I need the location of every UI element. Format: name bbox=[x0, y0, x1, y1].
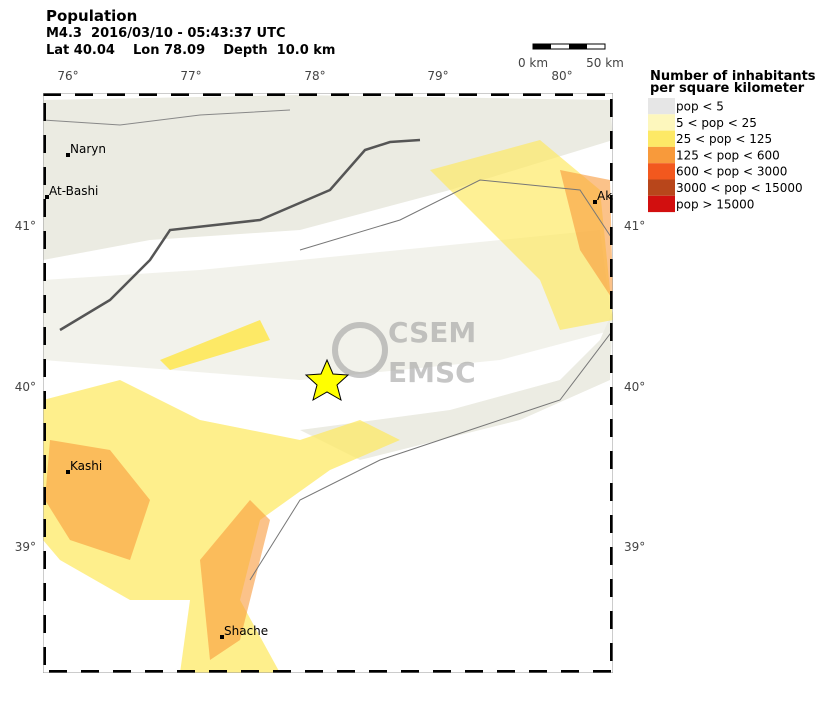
lon-label: 80° bbox=[551, 69, 572, 83]
city-label: Kashi bbox=[70, 459, 102, 473]
city-label: Naryn bbox=[70, 142, 106, 156]
watermark-text: CSEM bbox=[388, 316, 476, 349]
city-marker bbox=[593, 200, 597, 204]
location-info: Lat 40.04 Lon 78.09 Depth 10.0 km bbox=[46, 43, 335, 58]
lat-label: 39° bbox=[624, 540, 645, 554]
legend-swatch bbox=[648, 98, 675, 115]
legend-label: 125 < pop < 600 bbox=[676, 148, 780, 162]
city-marker bbox=[66, 153, 70, 157]
city-marker bbox=[220, 635, 224, 639]
lat-label: 41° bbox=[15, 219, 36, 233]
city-label: At-Bashi bbox=[49, 184, 98, 198]
watermark: CSEM EMSC bbox=[332, 316, 476, 389]
city-marker bbox=[45, 195, 49, 199]
lat-label: 39° bbox=[15, 540, 36, 554]
scale-end: 50 km bbox=[586, 56, 624, 70]
lon-label: 79° bbox=[427, 69, 448, 83]
lon-label: 76° bbox=[57, 69, 78, 83]
lat-label: 40° bbox=[624, 380, 645, 394]
lon-label: 78° bbox=[304, 69, 325, 83]
lon-label: 77° bbox=[180, 69, 201, 83]
legend-swatch bbox=[648, 179, 675, 196]
legend-label: pop > 15000 bbox=[676, 197, 754, 211]
legend-label: 25 < pop < 125 bbox=[676, 132, 772, 146]
legend-swatch bbox=[648, 114, 675, 131]
title: Population bbox=[46, 7, 137, 25]
city-label: Shache bbox=[224, 624, 268, 638]
legend-label: 600 < pop < 3000 bbox=[676, 165, 787, 179]
legend-label: 3000 < pop < 15000 bbox=[676, 181, 803, 195]
legend-label: pop < 5 bbox=[676, 100, 724, 114]
legend-label: 5 < pop < 25 bbox=[676, 116, 757, 130]
legend-title: Number of inhabitants bbox=[650, 69, 816, 84]
legend-swatch bbox=[648, 195, 675, 213]
legend-swatch bbox=[648, 130, 675, 147]
legend-swatch bbox=[648, 146, 675, 164]
lat-label: 41° bbox=[624, 219, 645, 233]
scale-bar bbox=[532, 43, 606, 50]
lat-label: 40° bbox=[15, 380, 36, 394]
watermark-text: EMSC bbox=[388, 356, 476, 389]
legend-swatch bbox=[648, 163, 675, 180]
scale-start: 0 km bbox=[518, 56, 548, 70]
city-label: Aks bbox=[597, 189, 618, 203]
city-marker bbox=[66, 470, 70, 474]
legend-title: per square kilometer bbox=[650, 81, 805, 96]
epicenter-star bbox=[304, 358, 350, 402]
event-info: M4.3 2016/03/10 - 05:43:37 UTC bbox=[46, 26, 285, 41]
